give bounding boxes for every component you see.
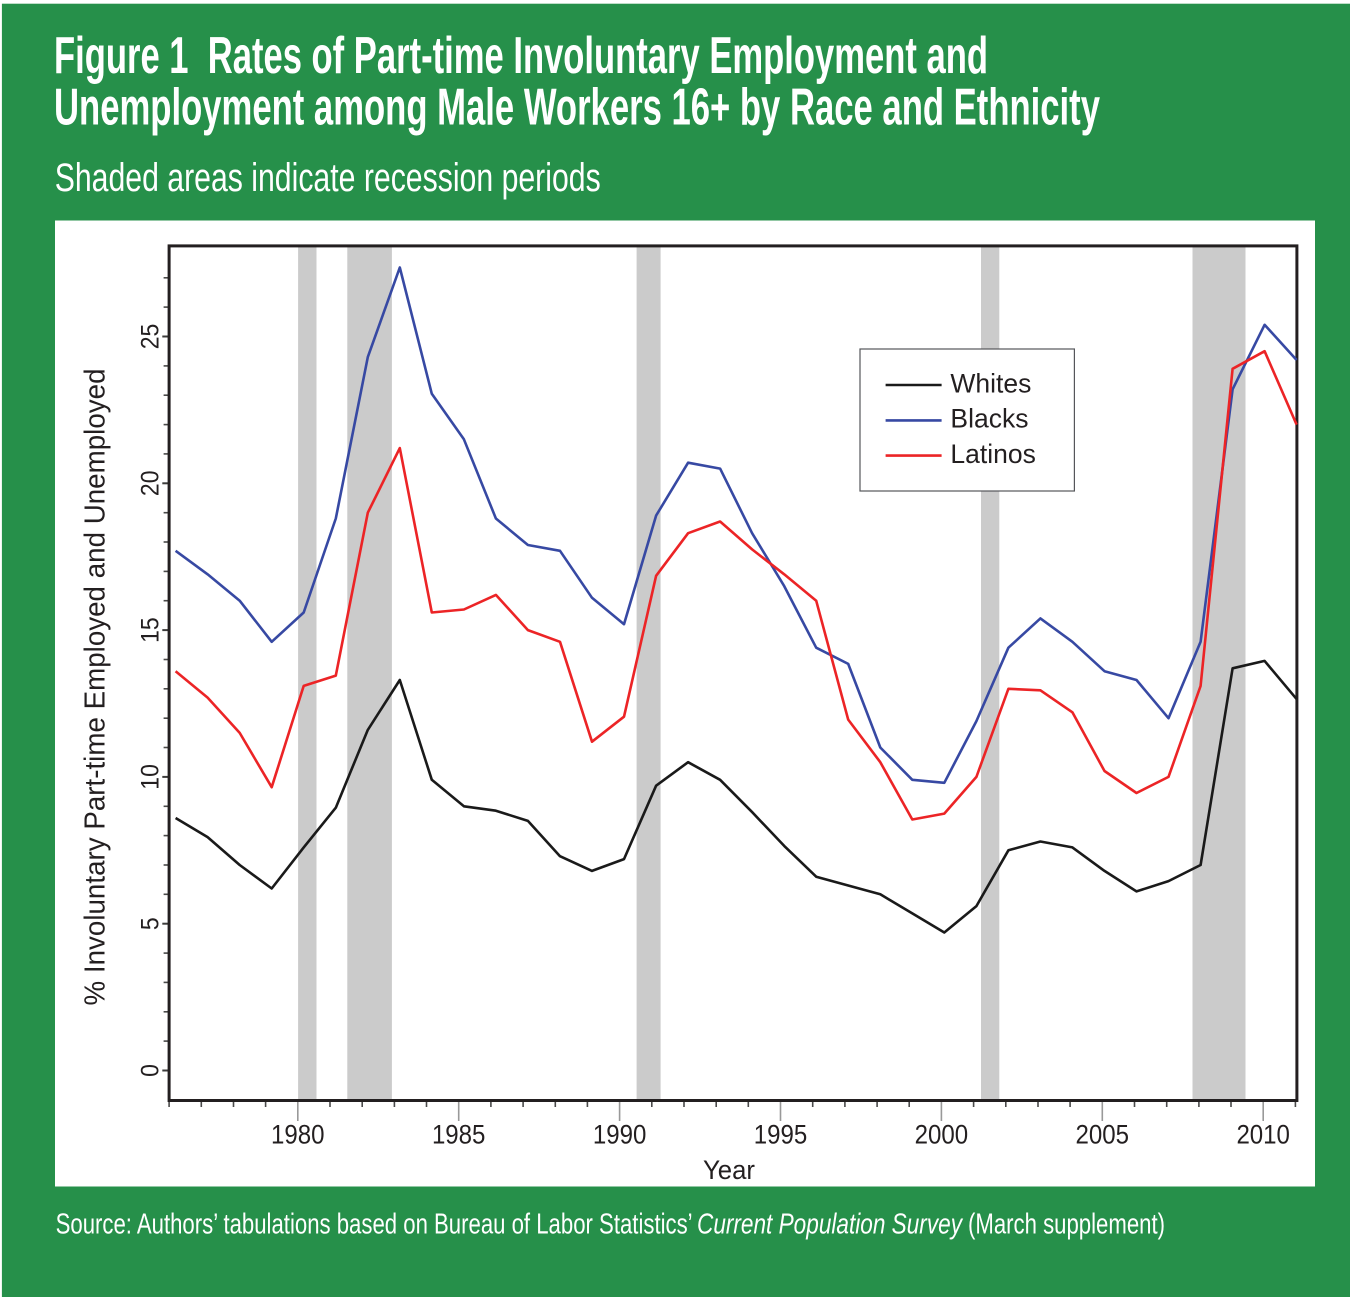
svg-text:Current Population Survey: Current Population Survey xyxy=(697,1208,963,1240)
svg-text:2000: 2000 xyxy=(915,1120,969,1150)
svg-text:% Involuntary Part-time Employ: % Involuntary Part-time Employed and Une… xyxy=(80,369,112,1006)
svg-text:Unemployment among Male Worker: Unemployment among Male Workers 16+ by R… xyxy=(54,79,1100,137)
svg-text:Figure 1 Rates of Part-time I: Figure 1 Rates of Part-time Involuntary … xyxy=(54,27,988,85)
svg-text:2005: 2005 xyxy=(1076,1120,1130,1150)
svg-text:25: 25 xyxy=(137,324,165,350)
svg-text:15: 15 xyxy=(137,617,165,643)
svg-text:(March supplement): (March supplement) xyxy=(968,1208,1165,1240)
svg-text:1980: 1980 xyxy=(271,1120,325,1150)
svg-text:1990: 1990 xyxy=(593,1120,647,1150)
svg-text:2010: 2010 xyxy=(1236,1120,1290,1150)
svg-text:Source: Authors’ tabulations b: Source: Authors’ tabulations based on Bu… xyxy=(56,1208,693,1240)
svg-text:Shaded areas indicate recessio: Shaded areas indicate recession periods xyxy=(55,156,601,200)
svg-text:Year: Year xyxy=(703,1155,755,1185)
svg-text:1985: 1985 xyxy=(432,1120,486,1150)
svg-text:5: 5 xyxy=(137,917,165,930)
svg-text:10: 10 xyxy=(137,764,165,790)
svg-text:0: 0 xyxy=(137,1064,165,1077)
svg-text:1995: 1995 xyxy=(754,1120,808,1150)
svg-text:Latinos: Latinos xyxy=(950,439,1035,469)
svg-text:Whites: Whites xyxy=(950,368,1031,398)
svg-text:20: 20 xyxy=(137,471,165,497)
svg-text:Blacks: Blacks xyxy=(950,404,1028,434)
